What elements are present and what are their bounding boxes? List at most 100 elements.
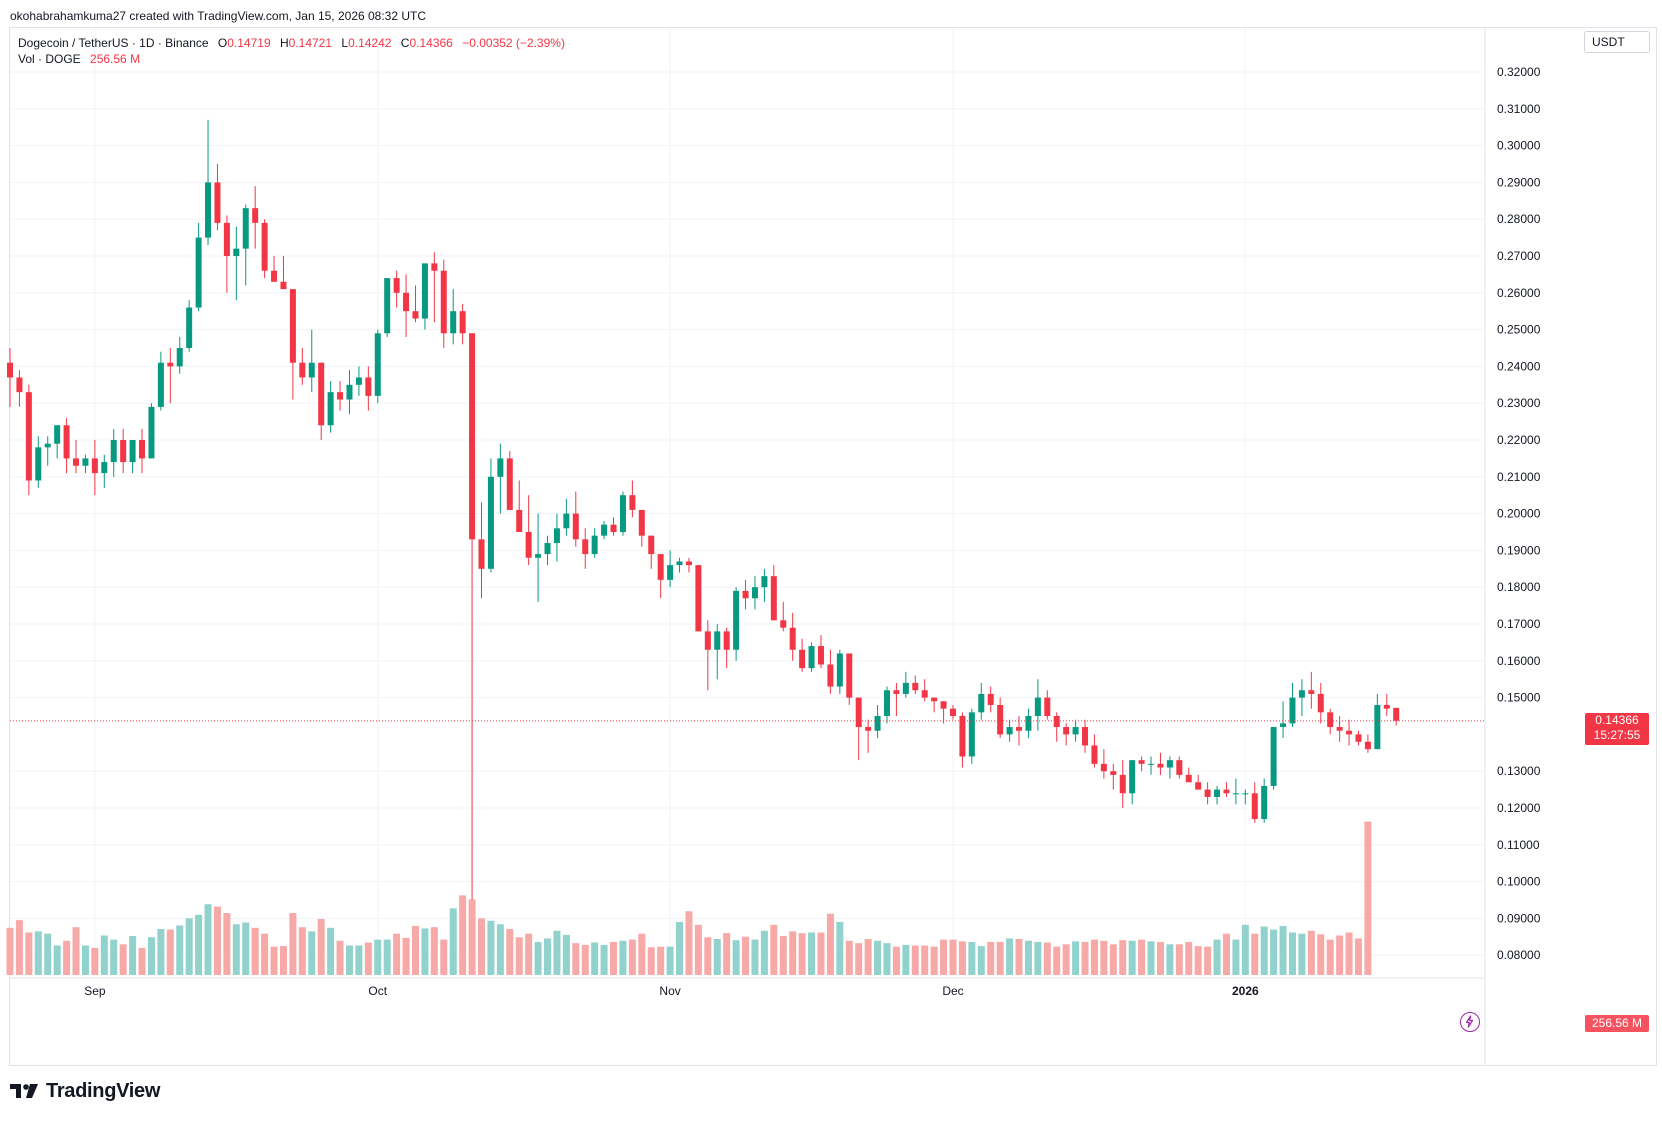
volume-bar [1251,933,1259,975]
tradingview-logo[interactable]: TradingView [10,1076,160,1106]
candle-body [525,532,532,558]
candle-body [978,693,985,713]
candle-body [836,653,843,687]
volume-bar [345,945,353,975]
y-tick-label: 0.25000 [1497,323,1541,337]
candle-body [1166,760,1173,768]
candle-body [469,333,476,540]
candle-body [1280,723,1287,728]
candle-body [959,716,966,757]
volume-bar [374,939,382,975]
volume-bar [817,932,825,975]
volume-bar [63,940,71,975]
candle-body [459,311,466,334]
volume-bar [383,939,391,975]
volume-bar [317,918,325,975]
candle-body [535,554,542,558]
volume-bar [581,944,589,975]
volume-bar [1222,933,1230,975]
volume-bar [713,939,721,975]
candle-body [233,248,240,256]
candle-body [619,495,626,532]
volume-bar [81,945,89,975]
price-axis[interactable]: 0.32000 0.31000 0.30000 0.29000 0.28000 0.270… [1484,28,1541,1065]
symbol-title[interactable]: Dogecoin / TetherUS · 1D · Binance [18,36,209,50]
y-tick-label: 0.24000 [1497,359,1541,373]
volume-bar [1015,939,1023,975]
candle-body [921,690,928,698]
candle-body [1082,727,1089,746]
candle-body [1176,760,1183,775]
candle-body [657,554,664,580]
x-tick-label: Sep [84,984,106,998]
candle-body [667,565,674,580]
candle-body [82,458,89,466]
candle-body [751,587,758,599]
volume-value: 256.56 M [90,52,141,66]
volume-bar [195,914,203,975]
candle-body [1034,697,1041,716]
volume-bar [119,944,127,975]
y-tick-label: 0.10000 [1497,875,1541,889]
candle-body [987,693,994,705]
candle-body [1053,716,1060,728]
volume-bar [308,931,316,975]
candle-body [1327,712,1334,728]
candle-body [186,307,193,348]
candle-body [1223,789,1230,794]
candle-body [374,333,381,396]
candle-body [1383,704,1390,709]
candle-body [167,362,174,367]
tradingview-logo-text: TradingView [46,1079,161,1102]
time-axis[interactable]: Sep Oct Nov Dec 2026 [10,977,1485,998]
high-label: H [279,36,289,50]
volume-bar [779,936,787,975]
lightning-icon[interactable] [1460,1012,1480,1032]
candle-body [714,631,721,650]
volume-bar [968,941,976,975]
volume-bar [1288,932,1296,975]
candle-body [63,425,70,459]
candle-body [487,476,494,569]
volume-bar [6,927,14,975]
volume-bar [1090,939,1098,975]
candle-body [516,509,523,532]
volume-bar [1270,929,1278,975]
candle-body [1355,734,1362,742]
open-value: 0.14719 [227,36,271,50]
candle-body [799,649,806,669]
candle-body [148,406,155,459]
volume-bar [1185,941,1193,975]
y-tick-label: 0.11000 [1497,838,1540,852]
last-volume-tag: 256.56 M [1585,1015,1649,1032]
y-tick-label: 0.23000 [1497,396,1541,410]
volume-bar [845,940,853,975]
close-label: C [400,36,410,50]
volume-bar [242,922,250,975]
candle-body [1100,763,1107,772]
candle-body [770,576,777,621]
candle-body [1393,707,1400,721]
volume-bar [1298,933,1306,975]
candle-body [1251,793,1258,820]
volume-bar [1138,939,1146,975]
candle-body [440,270,447,334]
x-tick-label: 2026 [1232,984,1259,998]
candle-body [176,348,183,367]
currency-button[interactable]: USDT [1584,31,1650,53]
candle-body [403,292,410,312]
candle-body [384,278,391,334]
candle-body [761,576,768,588]
candle-body [7,362,13,378]
volume-label[interactable]: Vol · DOGE [18,52,81,66]
candle-body [893,690,900,694]
volume-bar [279,946,287,975]
volume-bar [1043,942,1051,975]
candle-body [638,509,645,536]
volume-bar [921,945,929,975]
volume-bar [1156,941,1164,975]
volume-bar [657,946,665,975]
candle-body [827,664,834,687]
candle-body [73,458,80,466]
